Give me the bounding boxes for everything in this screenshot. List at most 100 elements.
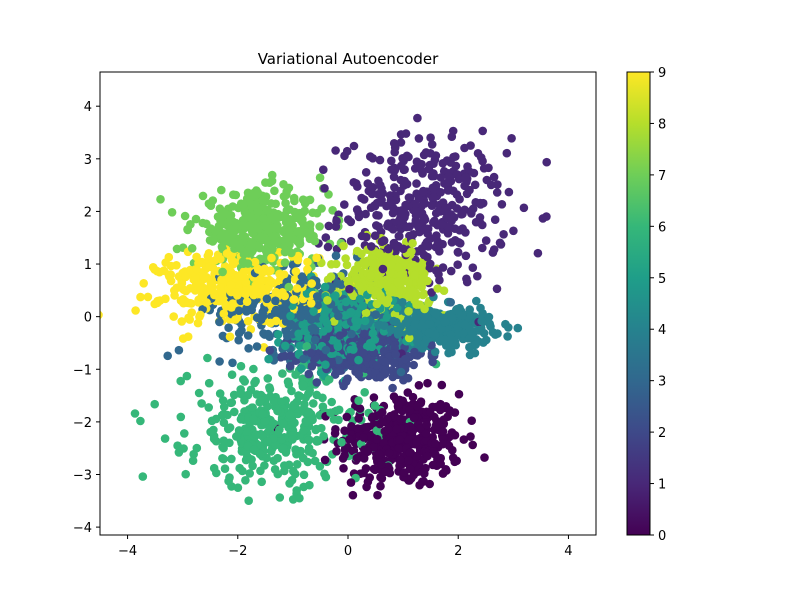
scatter-point-8 (386, 260, 396, 270)
scatter-point-9 (192, 264, 201, 274)
scatter-point-9 (210, 290, 219, 300)
scatter-point-4 (513, 323, 523, 333)
scatter-point-1 (446, 266, 456, 276)
scatter-point-2 (343, 374, 352, 384)
scatter-point-6 (279, 444, 289, 453)
scatter-point-1 (419, 187, 428, 196)
scatter-point-1 (428, 183, 438, 193)
scatter-point-0 (375, 410, 385, 419)
scatter-point-1 (417, 166, 427, 175)
scatter-point-3 (228, 358, 237, 368)
scatter-point-7 (261, 221, 270, 231)
scatter-point-8 (404, 292, 413, 302)
scatter-point-6 (220, 464, 230, 474)
scatter-point-8 (418, 290, 428, 300)
scatter-point-9 (222, 249, 232, 258)
colorbar-tick-label: 2 (658, 426, 666, 441)
scatter-point-5 (358, 301, 368, 311)
scatter-point-6 (299, 470, 309, 480)
scatter-point-5 (355, 294, 365, 304)
scatter-point-6 (226, 398, 236, 408)
scatter-point-1 (502, 148, 512, 158)
scatter-point-1 (366, 203, 376, 212)
scatter-point-1 (479, 164, 489, 173)
chart-title: Variational Autoencoder (258, 50, 439, 68)
x-tick-label: −2 (228, 544, 247, 559)
scatter-point-1 (370, 231, 380, 240)
scatter-point-6 (192, 443, 202, 453)
scatter-point-8 (326, 272, 336, 282)
scatter-point-7 (205, 236, 215, 245)
scatter-point-9 (226, 280, 236, 290)
scatter-point-1 (324, 221, 334, 231)
scatter-point-6 (219, 436, 228, 446)
scatter-point-1 (533, 248, 543, 258)
scatter-point-7 (238, 231, 248, 240)
scatter-point-0 (396, 414, 406, 424)
scatter-point-7 (198, 191, 208, 201)
scatter-point-7 (221, 220, 230, 229)
colorbar-tick-label: 0 (658, 529, 666, 544)
scatter-point-7 (167, 208, 177, 217)
scatter-point-0 (405, 448, 415, 458)
scatter-point-3 (163, 351, 172, 361)
scatter-point-0 (405, 405, 415, 415)
scatter-point-6 (278, 369, 287, 378)
scatter-point-6 (285, 410, 295, 420)
scatter-point-0 (423, 378, 432, 388)
scatter-point-7 (255, 243, 265, 253)
scatter-point-6 (305, 480, 314, 490)
scatter-point-7 (229, 190, 238, 199)
x-axis: −4 −2 0 2 4 (118, 535, 573, 559)
scatter-point-0 (368, 412, 378, 422)
scatter-point-6 (304, 436, 314, 445)
scatter-point-3 (334, 311, 343, 321)
scatter-point-8 (375, 249, 384, 258)
scatter-point-1 (466, 141, 475, 150)
scatter-point-0 (332, 447, 341, 456)
scatter-point-7 (248, 228, 257, 238)
scatter-point-1 (346, 236, 356, 246)
scatter-point-6 (265, 383, 274, 392)
scatter-point-0 (349, 535, 358, 544)
scatter-point-1 (340, 200, 349, 209)
scatter-point-3 (237, 319, 246, 329)
scatter-point-0 (447, 431, 457, 440)
scatter-point-2 (307, 362, 317, 371)
scatter-point-2 (285, 361, 295, 371)
scatter-point-7 (287, 248, 296, 258)
scatter-point-1 (374, 211, 383, 220)
scatter-point-5 (309, 307, 318, 316)
scatter-point-0 (392, 424, 401, 434)
colorbar-tick-label: 3 (658, 375, 666, 390)
scatter-point-8 (359, 257, 369, 266)
scatter-point-7 (258, 195, 267, 205)
scatter-point-1 (447, 132, 457, 141)
scatter-point-1 (492, 284, 502, 294)
scatter-point-2 (391, 350, 401, 359)
scatter-point-0 (363, 447, 373, 456)
scatter-point-3 (242, 307, 251, 316)
scatter-point-0 (415, 480, 424, 490)
scatter-point-8 (361, 308, 371, 318)
scatter-point-5 (321, 360, 330, 370)
scatter-point-8 (379, 296, 389, 305)
scatter-point-9 (216, 254, 225, 264)
scatter-point-6 (327, 397, 337, 407)
scatter-point-2 (327, 358, 337, 368)
scatter-point-0 (359, 433, 369, 442)
scatter-point-2 (359, 348, 368, 358)
scatter-point-0 (467, 416, 477, 426)
scatter-point-0 (376, 481, 385, 491)
scatter-point-4 (451, 305, 461, 315)
scatter-point-9 (292, 284, 302, 293)
scatter-point-2 (265, 346, 275, 355)
scatter-point-1 (383, 244, 393, 254)
scatter-point-1 (342, 146, 352, 156)
scatter-point-2 (428, 357, 438, 367)
scatter-point-8 (331, 259, 341, 269)
scatter-point-7 (308, 208, 318, 217)
scatter-point-0 (466, 432, 475, 441)
scatter-point-0 (404, 456, 413, 465)
scatter-point-6 (206, 427, 215, 437)
